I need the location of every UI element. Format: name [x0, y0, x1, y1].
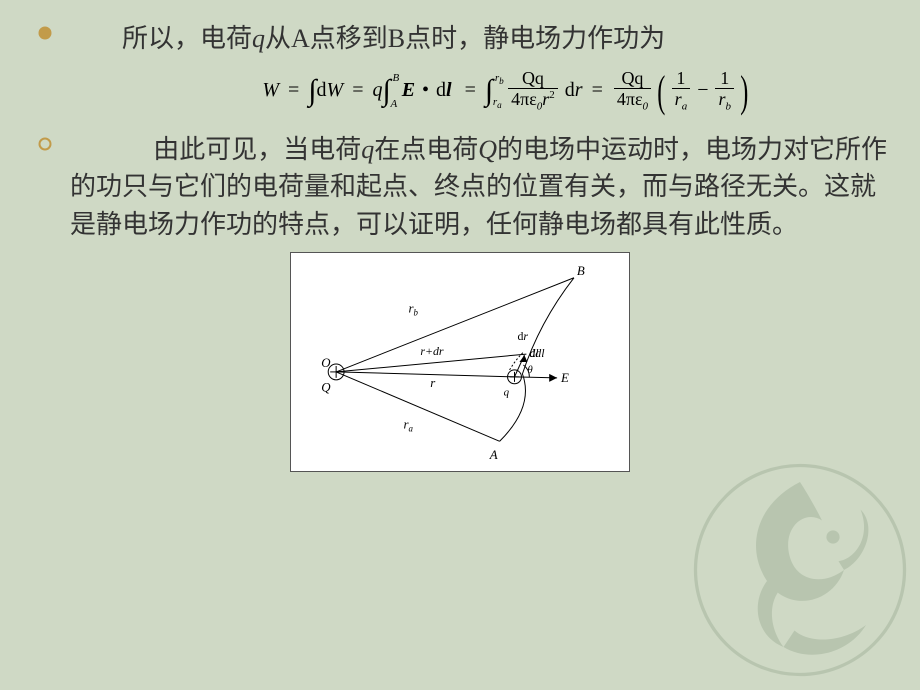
paragraph-2-text: 由此可见，当电荷q在点电荷Q的电场中运动时，电场力对它所作的功只与它们的电荷量和… — [60, 131, 890, 244]
p2-Q: Q — [478, 135, 497, 164]
p1-q: q — [252, 24, 265, 53]
paragraph-2: 由此可见，当电荷q在点电荷Q的电场中运动时，电场力对它所作的功只与它们的电荷量和… — [30, 131, 890, 244]
dg-B: B — [577, 264, 585, 278]
f-q1: q — [372, 79, 382, 101]
dg-A: A — [489, 448, 498, 462]
f-frac1: Qq 4πε0r2 — [508, 69, 558, 113]
bullet-2 — [30, 131, 60, 156]
dg-theta: θ — [527, 364, 533, 376]
f-d1: d — [317, 79, 327, 101]
field-path-diagram: O Q q A B ra rb r r+dr ddl dr θ E dl — [290, 252, 630, 472]
watermark-ornament — [690, 460, 910, 680]
f-W2: W — [327, 79, 344, 101]
f-l: l — [446, 79, 452, 101]
f-rparen: ) — [740, 66, 748, 117]
f-dot: • — [422, 79, 429, 101]
bullet-1 — [30, 20, 60, 45]
f-int2: ∫BA — [382, 74, 390, 108]
paragraph-1: 所以，电荷q从A点移到B点时，静电场力作功为 — [30, 20, 890, 58]
f-frac4: 1 rb — [715, 69, 734, 113]
f-frac3: 1 ra — [672, 69, 691, 113]
f-eq4: = — [592, 79, 603, 101]
dg-ra: ra — [404, 417, 414, 433]
f-eq2: = — [352, 79, 363, 101]
f-eq1: = — [288, 79, 299, 101]
dg-Q: Q — [321, 380, 331, 394]
f-d3: d — [565, 79, 575, 101]
p2-q: q — [361, 135, 374, 164]
dg-rdr: r+dr — [420, 344, 444, 358]
f-W: W — [262, 79, 279, 101]
paragraph-1-text: 所以，电荷q从A点移到B点时，静电场力作功为 — [60, 20, 890, 58]
dg-dr2: dr — [517, 329, 528, 343]
f-int3: ∫rbra — [485, 74, 493, 108]
dg-E: E — [560, 371, 569, 385]
f-d2: d — [436, 79, 446, 101]
p2-t1: 由此可见，当电荷 — [153, 135, 361, 164]
f-eq3: = — [465, 79, 476, 101]
dg-r: r — [430, 376, 436, 390]
f-int1: ∫ — [308, 74, 316, 108]
work-formula: W = ∫dW = q∫BA E • dl = ∫rbra Qq 4πε0r2 … — [120, 66, 890, 117]
f-frac2: Qq 4πε0 — [614, 69, 651, 113]
dg-O: O — [321, 356, 330, 370]
dg-rb: rb — [408, 301, 418, 317]
f-r2: r — [575, 79, 583, 101]
p1-post: 从A点移到B点时，静电场力作功为 — [265, 24, 665, 53]
f-E: E — [402, 79, 415, 101]
slide-content: 所以，电荷q从A点移到B点时，静电场力作功为 W = ∫dW = q∫BA E … — [0, 0, 920, 482]
p2-t2: 在点电荷 — [374, 135, 478, 164]
f-minus: − — [697, 79, 708, 101]
dg-q: q — [504, 386, 510, 398]
dg-dl-full: dl — [529, 346, 539, 360]
p1-pre: 所以，电荷 — [122, 24, 252, 53]
f-lparen: ( — [657, 66, 665, 117]
